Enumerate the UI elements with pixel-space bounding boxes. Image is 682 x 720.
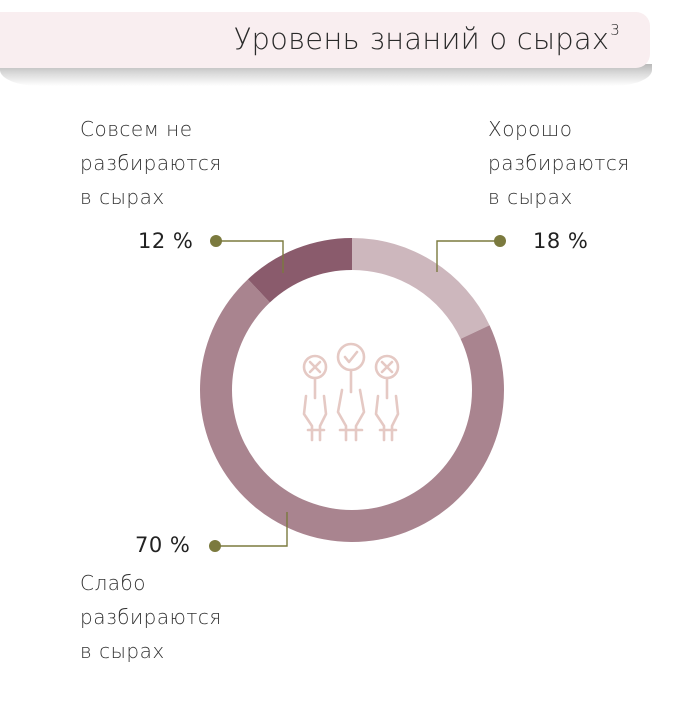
label-none-line-3: в сырах bbox=[80, 185, 165, 209]
leader-good bbox=[436, 235, 506, 272]
leader-weak bbox=[209, 512, 288, 552]
label-good: Хорошо разбираются в сырах bbox=[488, 112, 630, 214]
label-none-line-2: разбираются bbox=[80, 151, 222, 175]
label-weak: Слабо разбираются в сырах bbox=[80, 566, 222, 668]
label-good-line-1: Хорошо bbox=[488, 117, 573, 141]
label-weak-line-1: Слабо bbox=[80, 571, 146, 595]
label-good-line-3: в сырах bbox=[488, 185, 573, 209]
slice-weak bbox=[199, 279, 505, 542]
label-weak-line-2: разбираются bbox=[80, 605, 222, 629]
leader-lines bbox=[209, 235, 506, 552]
value-good: 18 % bbox=[533, 229, 589, 253]
label-none-line-1: Совсем не bbox=[80, 117, 193, 141]
label-none: Совсем не разбираются в сырах bbox=[80, 112, 222, 214]
label-good-line-2: разбираются bbox=[488, 151, 630, 175]
donut-slices bbox=[199, 238, 505, 542]
slice-none bbox=[247, 238, 352, 303]
value-weak: 70 % bbox=[135, 533, 191, 557]
title-bar bbox=[0, 12, 650, 68]
value-none: 12 % bbox=[138, 229, 194, 253]
voting-hands-icon bbox=[302, 342, 400, 442]
footnote-marker: 3 bbox=[610, 21, 620, 39]
slice-good bbox=[352, 238, 490, 339]
title-bar-shadow bbox=[0, 64, 652, 86]
leader-none bbox=[210, 235, 284, 273]
chart-title: Уровень знаний о сырах3 bbox=[233, 21, 620, 56]
label-weak-line-3: в сырах bbox=[80, 639, 165, 663]
